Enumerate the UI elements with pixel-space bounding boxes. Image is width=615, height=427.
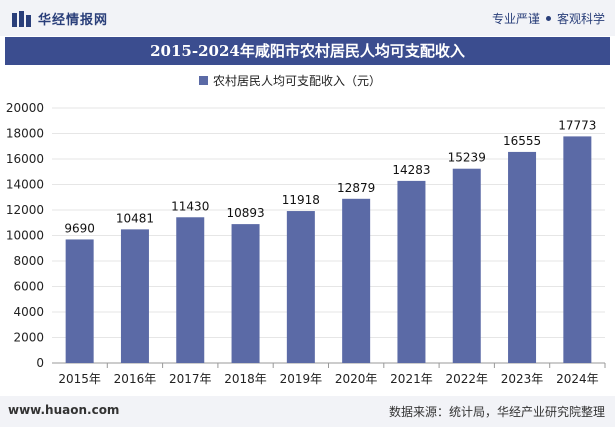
bar-value-label: 9690 xyxy=(64,221,95,235)
bar-value-label: 12879 xyxy=(337,181,375,195)
y-tick-label: 8000 xyxy=(13,254,44,268)
y-tick-label: 6000 xyxy=(13,280,44,294)
huajing-logo-icon xyxy=(10,10,32,28)
bar xyxy=(342,198,371,363)
legend-swatch xyxy=(199,76,208,85)
bar xyxy=(452,168,481,363)
legend-label: 农村居民人均可支配收入（元） xyxy=(213,74,381,88)
x-tick-label: 2020年 xyxy=(335,372,378,386)
title-bar: 2015-2024年咸阳市农村居民人均可支配收入 xyxy=(5,37,610,65)
x-tick-label: 2023年 xyxy=(501,372,544,386)
bar-value-label: 11918 xyxy=(282,193,320,207)
x-tick-label: 2017年 xyxy=(169,372,212,386)
bar-value-label: 16555 xyxy=(503,134,541,148)
bar-value-label: 11430 xyxy=(171,199,209,213)
x-tick-label: 2016年 xyxy=(114,372,157,386)
brand-name: 华经情报网 xyxy=(38,13,109,28)
y-tick-label: 0 xyxy=(36,356,44,370)
bar xyxy=(231,224,260,363)
bar-value-label: 10481 xyxy=(116,211,154,225)
y-tick-label: 12000 xyxy=(6,203,44,217)
bar xyxy=(65,239,94,363)
y-tick-label: 10000 xyxy=(6,229,44,243)
x-tick-label: 2019年 xyxy=(280,372,323,386)
chart-legend: 农村居民人均可支配收入（元） xyxy=(199,74,381,88)
y-tick-label: 4000 xyxy=(13,305,44,319)
y-tick-label: 16000 xyxy=(6,152,44,166)
brand[interactable]: 华经情报网 xyxy=(10,9,108,28)
bar xyxy=(397,180,426,363)
bar-value-label: 17773 xyxy=(558,118,596,132)
x-axis: 2015年 2016年 2017年 2018年 2019年 2020年 2021年 2022年… xyxy=(58,363,606,386)
slogan: 专业严谨 客观科学 xyxy=(492,10,605,27)
x-tick-label: 2024年 xyxy=(556,372,599,386)
footer: www.huaon.com 数据来源：统计局，华经产业研究院整理 xyxy=(0,396,615,427)
bar xyxy=(176,217,205,363)
y-tick-label: 2000 xyxy=(13,331,44,345)
data-source: 数据来源：统计局，华经产业研究院整理 xyxy=(388,405,605,419)
bar-value-label: 14283 xyxy=(392,163,430,177)
bar xyxy=(508,151,537,363)
bar xyxy=(286,211,315,363)
slogan-right: 客观科学 xyxy=(556,12,605,26)
y-axis: 0 2000 4000 6000 8000 10000 12000 14000 16000 180… xyxy=(6,101,44,370)
x-tick-label: 2015年 xyxy=(58,372,101,386)
x-tick-label: 2018年 xyxy=(224,372,267,386)
y-tick-label: 18000 xyxy=(6,127,44,141)
website-link[interactable]: www.huaon.com xyxy=(8,403,120,417)
bar-chart: 农村居民人均可支配收入（元） 0 2000 4000 6000 8000 10000 120… xyxy=(6,74,606,386)
bar xyxy=(563,136,592,363)
x-tick-label: 2021年 xyxy=(390,372,433,386)
bar-value-label: 15239 xyxy=(448,151,486,165)
y-tick-label: 14000 xyxy=(6,178,44,192)
slogan-left: 专业严谨 xyxy=(491,12,540,26)
slogan-dot-icon xyxy=(545,16,551,21)
chart-title: 2015-2024年咸阳市农村居民人均可支配收入 xyxy=(150,42,465,60)
top-bar: 华经情报网 专业严谨 客观科学 xyxy=(0,0,615,36)
bar-value-label: 10893 xyxy=(226,206,264,220)
y-tick-label: 20000 xyxy=(6,101,44,115)
bar xyxy=(120,229,149,363)
bars: 9690 10481 11430 10893 11918 12879 14283 15239 1… xyxy=(64,118,596,363)
x-tick-label: 2022年 xyxy=(445,372,488,386)
